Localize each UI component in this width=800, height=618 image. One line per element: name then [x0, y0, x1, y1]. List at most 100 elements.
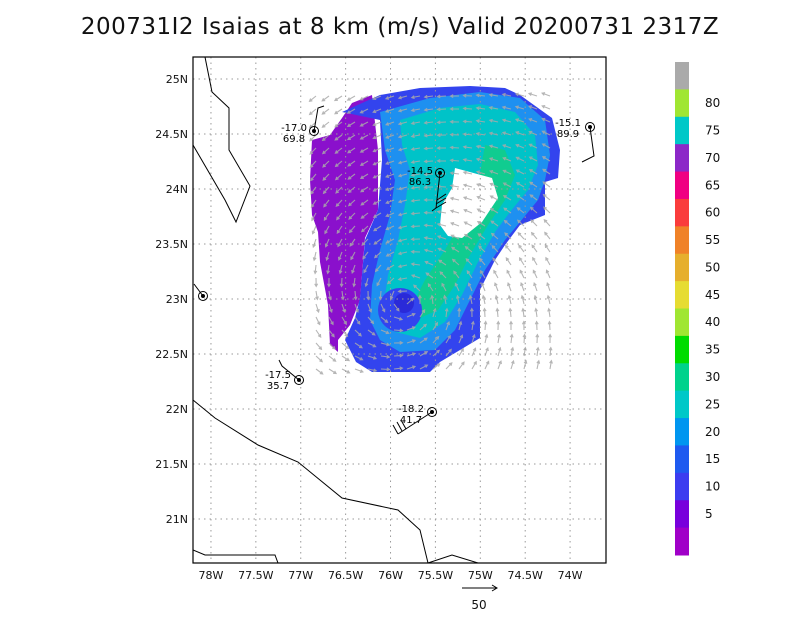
y-tick-label: 21.5N	[155, 458, 188, 471]
wind-vector	[520, 294, 525, 305]
wind-vector	[458, 320, 463, 331]
wind-vector	[547, 320, 552, 331]
wind-vector	[449, 94, 460, 98]
wind-vector	[360, 199, 369, 206]
wind-vector	[529, 206, 538, 214]
wind-vector	[502, 182, 512, 188]
wind-vector	[449, 145, 460, 150]
x-tick-label: 76W	[378, 569, 403, 582]
wind-vector	[410, 95, 421, 100]
wind-barb	[581, 126, 595, 163]
wind-vector	[515, 169, 525, 175]
y-tick-label: 23N	[166, 293, 188, 306]
wind-vector	[489, 170, 499, 175]
wind-vector	[503, 207, 512, 214]
wind-vector	[489, 195, 499, 201]
wind-vector	[488, 157, 499, 162]
wind-vector	[501, 105, 512, 110]
wind-vector	[367, 368, 378, 373]
wind-vector	[449, 119, 460, 124]
wind-vector	[328, 355, 337, 362]
wind-vector	[393, 316, 404, 321]
wind-vector	[384, 95, 395, 100]
wind-vector	[393, 366, 404, 371]
y-tick-label: 22N	[166, 403, 188, 416]
wind-vector	[450, 246, 460, 253]
coastline-bottom-left	[193, 549, 279, 563]
colorbar: 5 10 15 20 25 30 35 40 45 50 55 60 65 70 75 80	[675, 62, 720, 556]
wind-vector	[359, 134, 369, 140]
wind-vector	[418, 294, 422, 305]
wind-vector	[385, 173, 395, 178]
wind-vector	[349, 238, 356, 247]
wind-vector	[501, 118, 512, 123]
station-6-edge	[193, 283, 208, 301]
wind-vector	[510, 359, 515, 370]
wind-vector	[367, 355, 378, 360]
wind-vector	[397, 134, 408, 139]
wind-barb-feather	[435, 197, 447, 205]
wind-vector	[397, 277, 408, 282]
wind-vector	[467, 282, 473, 292]
station-marker	[309, 126, 319, 136]
wind-vector	[385, 212, 395, 218]
wind-vector	[449, 107, 459, 111]
wind-vector	[334, 173, 343, 181]
colorbar-swatch	[675, 472, 689, 501]
wind-vector	[353, 290, 358, 301]
wind-vector	[443, 294, 447, 305]
wind-vector	[502, 195, 512, 201]
wind-vector	[441, 282, 447, 292]
wind-vector	[481, 294, 486, 305]
colorbar-label: 50	[705, 260, 720, 274]
wind-vector	[321, 121, 330, 128]
station-marker	[198, 291, 208, 301]
wind-vector	[491, 244, 499, 253]
wind-vector	[410, 274, 421, 279]
wind-vector	[410, 224, 421, 229]
wind-vector	[385, 251, 395, 257]
wind-vector	[484, 347, 489, 357]
wind-vector	[397, 108, 408, 113]
colorbar-label: 10	[705, 480, 720, 494]
colorbar-label: 30	[705, 370, 720, 384]
colorbar-swatch	[675, 363, 689, 392]
wind-vector	[471, 360, 477, 370]
wind-vector	[346, 95, 356, 101]
wind-vector	[463, 221, 473, 227]
wind-vector	[483, 320, 488, 331]
wind-vector	[522, 333, 527, 344]
wind-vector	[364, 277, 369, 288]
wind-vector	[502, 144, 512, 149]
wind-vector	[462, 158, 473, 162]
station-value: 69.8	[283, 134, 305, 145]
wind-vector	[322, 186, 330, 195]
wind-vector	[517, 231, 525, 240]
wind-vector	[372, 160, 382, 166]
colorbar-label: 15	[705, 452, 720, 466]
wind-vector	[427, 283, 434, 292]
wind-vector	[393, 328, 404, 333]
wind-vector	[497, 360, 502, 370]
y-tick-label: 23.5N	[155, 238, 188, 251]
wind-vector	[322, 173, 330, 181]
wind-vector	[543, 206, 551, 214]
wind-vector	[541, 92, 551, 97]
wind-vector	[510, 346, 515, 357]
wind-vector	[308, 108, 317, 116]
wind-vector	[311, 212, 317, 222]
wind-vector	[462, 145, 473, 150]
wind-vector	[462, 119, 473, 124]
wind-vector	[315, 290, 319, 301]
wind-vector	[347, 160, 356, 167]
colorbar-label: 35	[705, 343, 720, 357]
colorbar-swatch	[675, 308, 689, 337]
wind-vector	[436, 184, 447, 189]
wind-barb	[278, 359, 300, 381]
wind-vector	[326, 264, 330, 275]
wind-vector	[372, 95, 382, 101]
wind-vector	[359, 160, 369, 166]
wind-vector	[492, 257, 499, 266]
station-value: 35.7	[267, 381, 289, 392]
wind-vector	[544, 244, 551, 253]
